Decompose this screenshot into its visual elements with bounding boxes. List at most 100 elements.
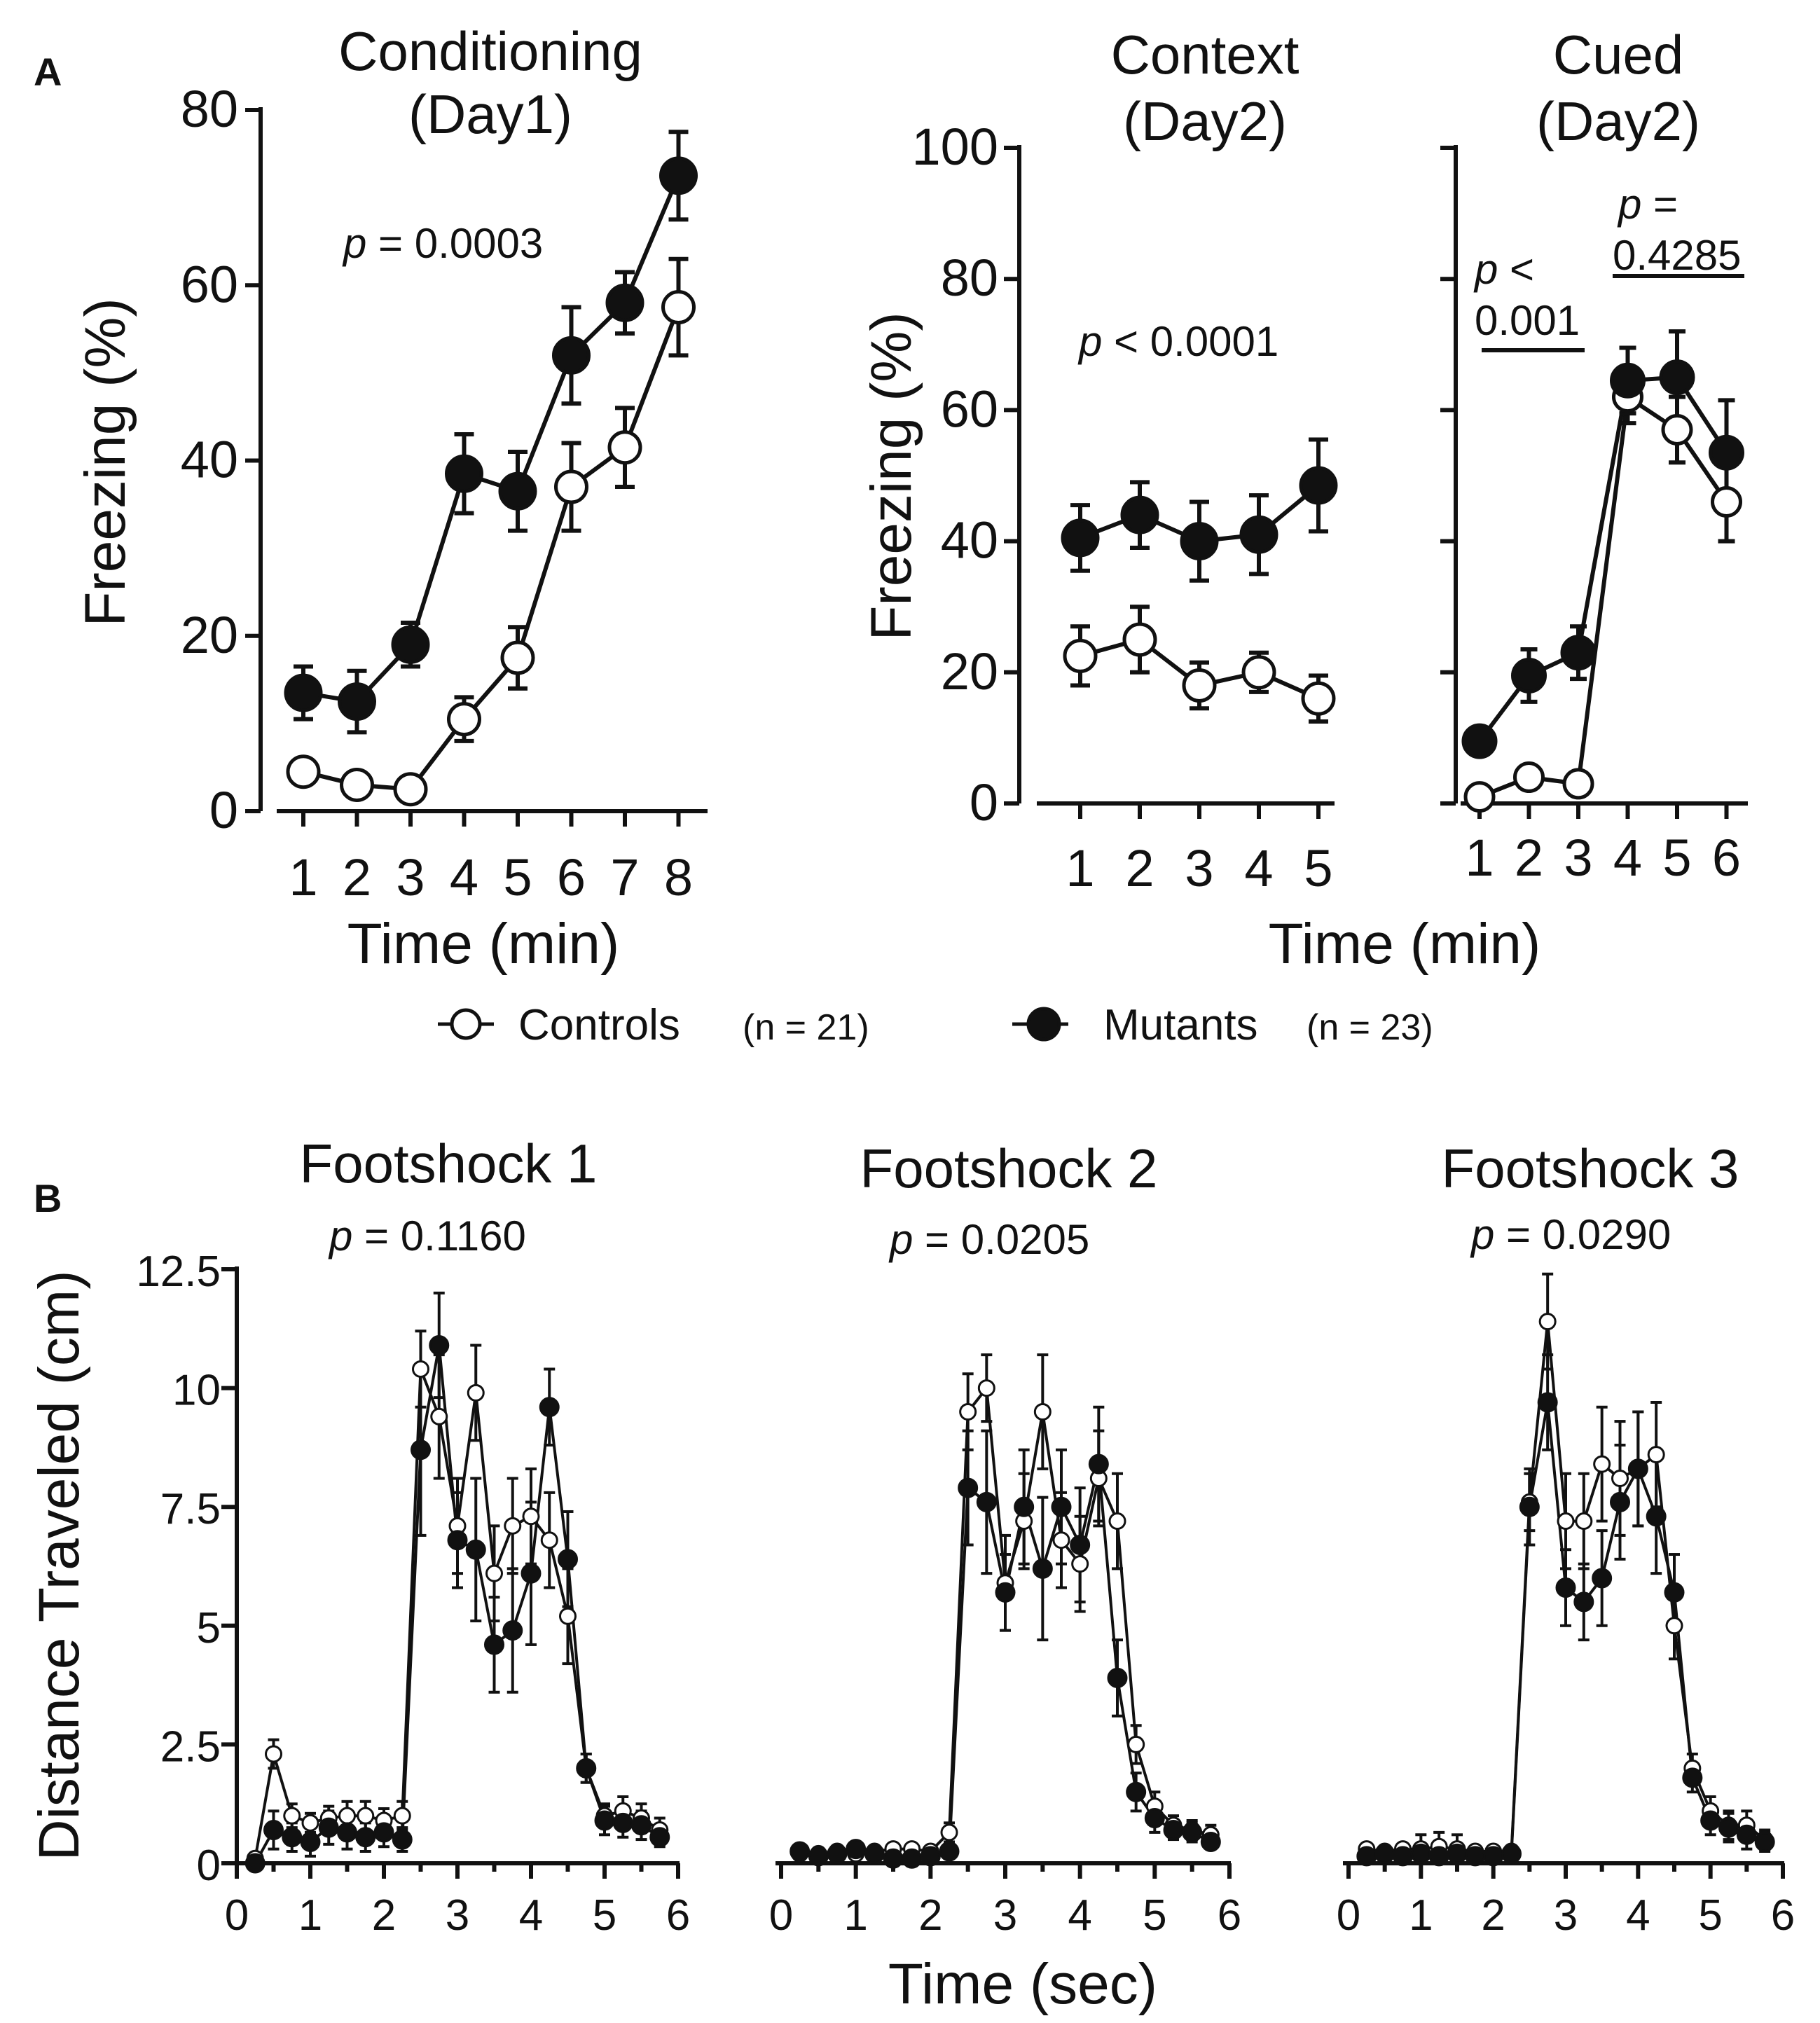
conditioning-y-tick-label: 40 [181, 431, 238, 489]
footshock1-mutants-point [263, 1820, 284, 1841]
footshock1-mutants-point [355, 1827, 376, 1848]
cued-mutants-point [1709, 434, 1744, 471]
footshock1-controls-point [430, 1407, 448, 1425]
footshock1-y-tick-label: 5 [197, 1604, 221, 1652]
context-controls-point [1182, 668, 1217, 703]
footshock3-x-tick-label: 4 [1626, 1891, 1650, 1940]
footshock1-controls-point [412, 1360, 429, 1378]
context-mutants-point [1180, 522, 1219, 561]
footshock2-x-tick-label: 6 [1218, 1891, 1241, 1940]
footshock3-controls-point [1611, 1469, 1629, 1487]
footshock3-controls-point [1665, 1617, 1683, 1635]
footshock2-mutants-point [1088, 1454, 1109, 1475]
footshock1-y-tick-label: 0 [197, 1842, 221, 1890]
footshock1-controls-point [357, 1807, 375, 1825]
footshock3-x-tick-label: 0 [1337, 1891, 1360, 1940]
footshock1-x-tick-label: 6 [666, 1891, 690, 1940]
footshock1-y-tick-label: 7.5 [160, 1485, 221, 1533]
footshock1-controls-point [393, 1807, 411, 1825]
footshock3-mutants-point [1356, 1846, 1377, 1867]
footshock2-controls-point [959, 1403, 977, 1421]
legend-controls-label: Controls [518, 1001, 680, 1049]
context-y-tick-label: 60 [941, 380, 998, 438]
footshock1-mutants-point [484, 1634, 504, 1655]
cued-mutants-point [1659, 359, 1695, 396]
conditioning-x-tick-label: 5 [503, 848, 532, 906]
footshock2-mutants-point [1200, 1831, 1221, 1852]
footshock2-mutants-point [846, 1839, 867, 1860]
footshock3-x-tick-label: 2 [1481, 1891, 1505, 1940]
footshock2-mutants-point [939, 1841, 960, 1862]
footshock3-controls-point [1593, 1455, 1611, 1473]
cued-x-tick-label: 6 [1712, 829, 1741, 887]
cued-controls-point [1661, 413, 1693, 446]
footshock3-mutants-point [1682, 1767, 1703, 1788]
conditioning-p-value: p = 0.0003 [342, 220, 543, 267]
context-title-line1: Context [1111, 24, 1299, 85]
footshock3-mutants-point [1664, 1582, 1685, 1603]
footshock1-mutants-point [244, 1853, 266, 1874]
conditioning-x-label: Time (min) [347, 912, 620, 976]
footshock1-x-tick-label: 4 [519, 1891, 543, 1940]
conditioning-x-tick-label: 4 [450, 848, 478, 906]
context-y-tick-label: 0 [970, 773, 998, 831]
footshock1-mutants-point [300, 1831, 321, 1852]
footshock1-y-tick-label: 2.5 [160, 1722, 221, 1771]
legend-mutants-marker [1026, 1007, 1061, 1042]
cued-mutants-point [1461, 723, 1498, 759]
footshock3-x-tick-label: 3 [1554, 1891, 1578, 1940]
conditioning-x-tick-label: 2 [343, 848, 371, 906]
conditioning-controls-point [340, 767, 374, 802]
footshock2-plot: 0 1 2 3 4 5 6 [769, 1353, 1241, 1940]
conditioning-x-tick-label: 1 [289, 848, 317, 906]
footshock3-mutants-point [1736, 1824, 1757, 1845]
footshock1-mutants-point [502, 1620, 523, 1641]
footshock2-mutants-point [864, 1843, 885, 1864]
cued-mutants-point [1610, 362, 1646, 399]
cued-x-tick-label: 4 [1613, 829, 1642, 887]
conditioning-mutants-point [445, 454, 483, 493]
footshock2-mutants-point [827, 1843, 848, 1864]
footshock1-x-tick-label: 3 [446, 1891, 469, 1940]
legend: Controls (n = 21) Mutants (n = 23) [438, 1001, 1433, 1049]
footshock1-controls-point [265, 1745, 282, 1763]
context-controls-point [1301, 681, 1336, 716]
footshock2-mutants-point [1051, 1496, 1072, 1517]
footshock1-mutants-point [649, 1827, 670, 1848]
footshock1-controls-line [254, 1368, 661, 1859]
footshock1-mutants-line [254, 1345, 661, 1864]
footshock3-x-tick-label: 5 [1698, 1891, 1722, 1940]
conditioning-mutants-point [659, 156, 698, 195]
context-y-label: Freezing (%) [860, 312, 923, 640]
footshock2-mutants-point [1182, 1822, 1203, 1843]
footshock2-title: Footshock 2 [860, 1138, 1158, 1199]
footshock1-x-tick-label: 2 [372, 1891, 396, 1940]
footshock1-mutants-point [576, 1758, 597, 1779]
footshock1-controls-point [301, 1814, 319, 1832]
footshock3-mutants-point [1410, 1843, 1431, 1864]
footshock3-controls-point [1647, 1446, 1665, 1464]
footshock3-controls-point [1575, 1512, 1593, 1531]
footshock3-mutants-point [1754, 1831, 1775, 1852]
footshock1-mutants-point [594, 1810, 615, 1831]
conditioning-controls-point [607, 430, 642, 465]
context-y-tick-label: 80 [941, 249, 998, 307]
footshock1-mutants-point [558, 1549, 578, 1570]
conditioning-y-tick-label: 0 [209, 781, 238, 839]
footshock3-mutants-point [1592, 1568, 1613, 1589]
conditioning-plot: 0 20 40 60 80 1 2 3 4 5 6 7 8 [181, 80, 708, 906]
footshock2-mutants-point [958, 1477, 979, 1498]
footshock1-controls-point [540, 1531, 558, 1549]
footshock1-controls-point [467, 1383, 485, 1402]
conditioning-mutants-point [552, 336, 591, 375]
footshock3-mutants-line [1366, 1402, 1765, 1858]
footshock2-x-tick-label: 4 [1068, 1891, 1091, 1940]
footshock3-mutants-point [1483, 1846, 1504, 1867]
context-plot: 0 20 40 60 80 100 1 2 3 4 5 [912, 118, 1338, 897]
context-controls-point [1241, 655, 1276, 690]
legend-mutants-label: Mutants [1103, 1001, 1258, 1049]
cued-controls-point [1463, 781, 1496, 813]
footshock1-mutants-point [539, 1397, 560, 1418]
conditioning-x-tick-label: 3 [396, 848, 425, 906]
